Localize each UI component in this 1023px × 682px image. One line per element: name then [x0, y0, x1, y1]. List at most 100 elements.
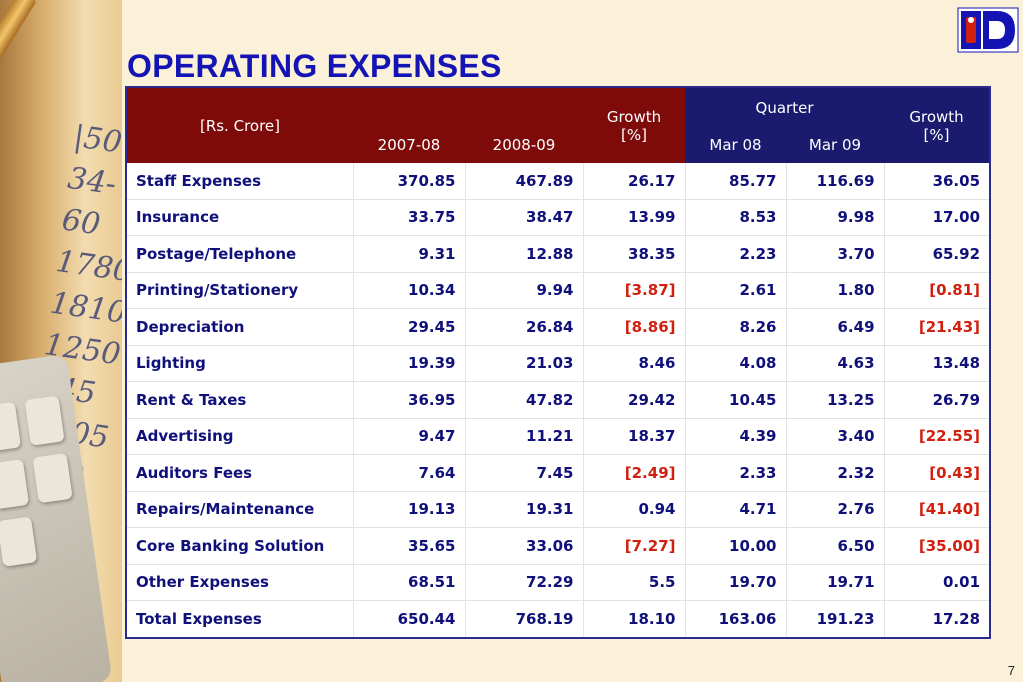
annual-growth-cell: 38.35 [583, 235, 686, 273]
table-row: Total Expenses 650.44 768.19 18.10 163.06 191… [126, 600, 991, 638]
quarter-2-value-cell: 6.50 [786, 527, 885, 565]
quarter-2-header: Mar 09 [786, 127, 885, 163]
annual-growth-cell: 26.17 [583, 163, 686, 200]
expense-name-cell: Lighting [126, 345, 354, 382]
expense-name-cell: Depreciation [126, 308, 354, 346]
year-1-value-cell: 19.13 [353, 491, 466, 528]
quarter-growth-unit: [%] [923, 125, 950, 144]
table-row: Printing/Stationery 10.34 9.94 [3.87] 2.61 1.… [126, 272, 991, 309]
pen-image [0, 0, 37, 196]
expense-name-cell: Staff Expenses [126, 163, 354, 200]
quarter-2-value-cell: 3.40 [786, 418, 885, 455]
year-2-value-cell: 12.88 [465, 235, 584, 273]
quarter-1-value-cell: 85.77 [685, 163, 787, 200]
year-2-value-cell: 11.21 [465, 418, 584, 455]
year-2-value-cell: 768.19 [465, 600, 584, 638]
quarter-growth-cell: 17.28 [884, 600, 991, 638]
quarter-growth-cell: [41.40] [884, 491, 991, 528]
quarter-growth-cell: 26.79 [884, 381, 991, 419]
expense-name-cell: Rent & Taxes [126, 381, 354, 419]
handwritten-number: 34-60 [59, 160, 119, 243]
quarter-2-value-cell: 9.98 [786, 199, 885, 236]
year-2-value-cell: 467.89 [465, 163, 584, 200]
year-2-value-cell: 33.06 [465, 527, 584, 565]
annual-growth-cell: 29.42 [583, 381, 686, 419]
year-1-header: 2007-08 [353, 127, 465, 163]
quarter-1-value-cell: 4.08 [685, 345, 787, 382]
quarter-2-value-cell: 19.71 [786, 564, 885, 601]
quarter-growth-cell: [0.43] [884, 454, 991, 492]
quarter-2-value-cell: 2.76 [786, 491, 885, 528]
table-row: Advertising 9.47 11.21 18.37 4.39 3.40 [22.55] [126, 418, 991, 455]
page-number: 7 [1007, 663, 1015, 678]
quarter-1-value-cell: 2.61 [685, 272, 787, 309]
quarter-2-value-cell: 4.63 [786, 345, 885, 382]
quarter-2-value-cell: 2.32 [786, 454, 885, 492]
annual-growth-cell: 5.5 [583, 564, 686, 601]
quarter-1-value-cell: 10.45 [685, 381, 787, 419]
quarter-1-value-cell: 4.39 [685, 418, 787, 455]
annual-growth-cell: 18.10 [583, 600, 686, 638]
annual-growth-unit: [%] [621, 125, 647, 144]
year-1-value-cell: 35.65 [353, 527, 466, 565]
year-1-value-cell: 10.34 [353, 272, 466, 309]
annual-header-blank [353, 87, 583, 127]
expense-name-cell: Printing/Stationery [126, 272, 354, 309]
year-1-value-cell: 19.39 [353, 345, 466, 382]
year-1-value-cell: 29.45 [353, 308, 466, 346]
quarter-growth-cell: [21.43] [884, 308, 991, 346]
quarter-2-value-cell: 3.70 [786, 235, 885, 273]
table-row: Staff Expenses 370.85 467.89 26.17 85.77 116.… [126, 163, 991, 200]
year-2-value-cell: 26.84 [465, 308, 584, 346]
quarter-2-value-cell: 116.69 [786, 163, 885, 200]
annual-growth-cell: 0.94 [583, 491, 686, 528]
quarter-1-value-cell: 8.53 [685, 199, 787, 236]
expense-name-cell: Postage/Telephone [126, 235, 354, 273]
year-2-value-cell: 21.03 [465, 345, 584, 382]
table-row: Rent & Taxes 36.95 47.82 29.42 10.45 13.25 26.… [126, 381, 991, 419]
quarter-1-value-cell: 163.06 [685, 600, 787, 638]
year-2-value-cell: 47.82 [465, 381, 584, 419]
quarter-1-value-cell: 2.33 [685, 454, 787, 492]
quarter-growth-cell: [0.81] [884, 272, 991, 309]
year-2-value-cell: 72.29 [465, 564, 584, 601]
quarter-1-value-cell: 19.70 [685, 564, 787, 601]
quarter-2-value-cell: 1.80 [786, 272, 885, 309]
table-row: Depreciation 29.45 26.84 [8.86] 8.26 6.49 [21.… [126, 308, 991, 346]
table-row: Lighting 19.39 21.03 8.46 4.08 4.63 13.48 [126, 345, 991, 382]
page-title: OPERATING EXPENSES [127, 48, 502, 84]
table-row: Auditors Fees 7.64 7.45 [2.49] 2.33 2.32 [0.43… [126, 454, 991, 492]
expense-name-cell: Auditors Fees [126, 454, 354, 492]
expense-name-cell: Advertising [126, 418, 354, 455]
year-1-value-cell: 9.47 [353, 418, 466, 455]
table-row: Other Expenses 68.51 72.29 5.5 19.70 19.71 0.0… [126, 564, 991, 601]
annual-growth-label: Growth [606, 107, 662, 126]
annual-growth-cell: [7.27] [583, 527, 686, 565]
annual-growth-cell: 18.37 [583, 418, 686, 455]
quarter-growth-cell: 65.92 [884, 235, 991, 273]
year-1-value-cell: 650.44 [353, 600, 466, 638]
year-1-value-cell: 36.95 [353, 381, 466, 419]
quarter-2-value-cell: 13.25 [786, 381, 885, 419]
annual-growth-cell: 8.46 [583, 345, 686, 382]
quarter-growth-header: Growth [%] [884, 87, 991, 163]
table-row: Postage/Telephone 9.31 12.88 38.35 2.23 3.70 6… [126, 235, 991, 273]
year-1-value-cell: 68.51 [353, 564, 466, 601]
year-2-value-cell: 9.94 [465, 272, 584, 309]
quarter-growth-cell: [22.55] [884, 418, 991, 455]
quarter-growth-cell: [35.00] [884, 527, 991, 565]
annual-growth-cell: [3.87] [583, 272, 686, 309]
expense-name-cell: Core Banking Solution [126, 527, 354, 565]
expense-name-cell: Other Expenses [126, 564, 354, 601]
quarter-growth-cell: 17.00 [884, 199, 991, 236]
table-row: Insurance 33.75 38.47 13.99 8.53 9.98 17.00 [126, 199, 991, 236]
expense-name-cell: Insurance [126, 199, 354, 236]
quarter-1-value-cell: 10.00 [685, 527, 787, 565]
table-row: Core Banking Solution 35.65 33.06 [7.27] 10.… [126, 527, 991, 565]
annual-growth-cell: [8.86] [583, 308, 686, 346]
quarter-growth-cell: 0.01 [884, 564, 991, 601]
unit-header: [Rs. Crore] [126, 87, 353, 163]
year-1-value-cell: 33.75 [353, 199, 466, 236]
year-1-value-cell: 7.64 [353, 454, 466, 492]
